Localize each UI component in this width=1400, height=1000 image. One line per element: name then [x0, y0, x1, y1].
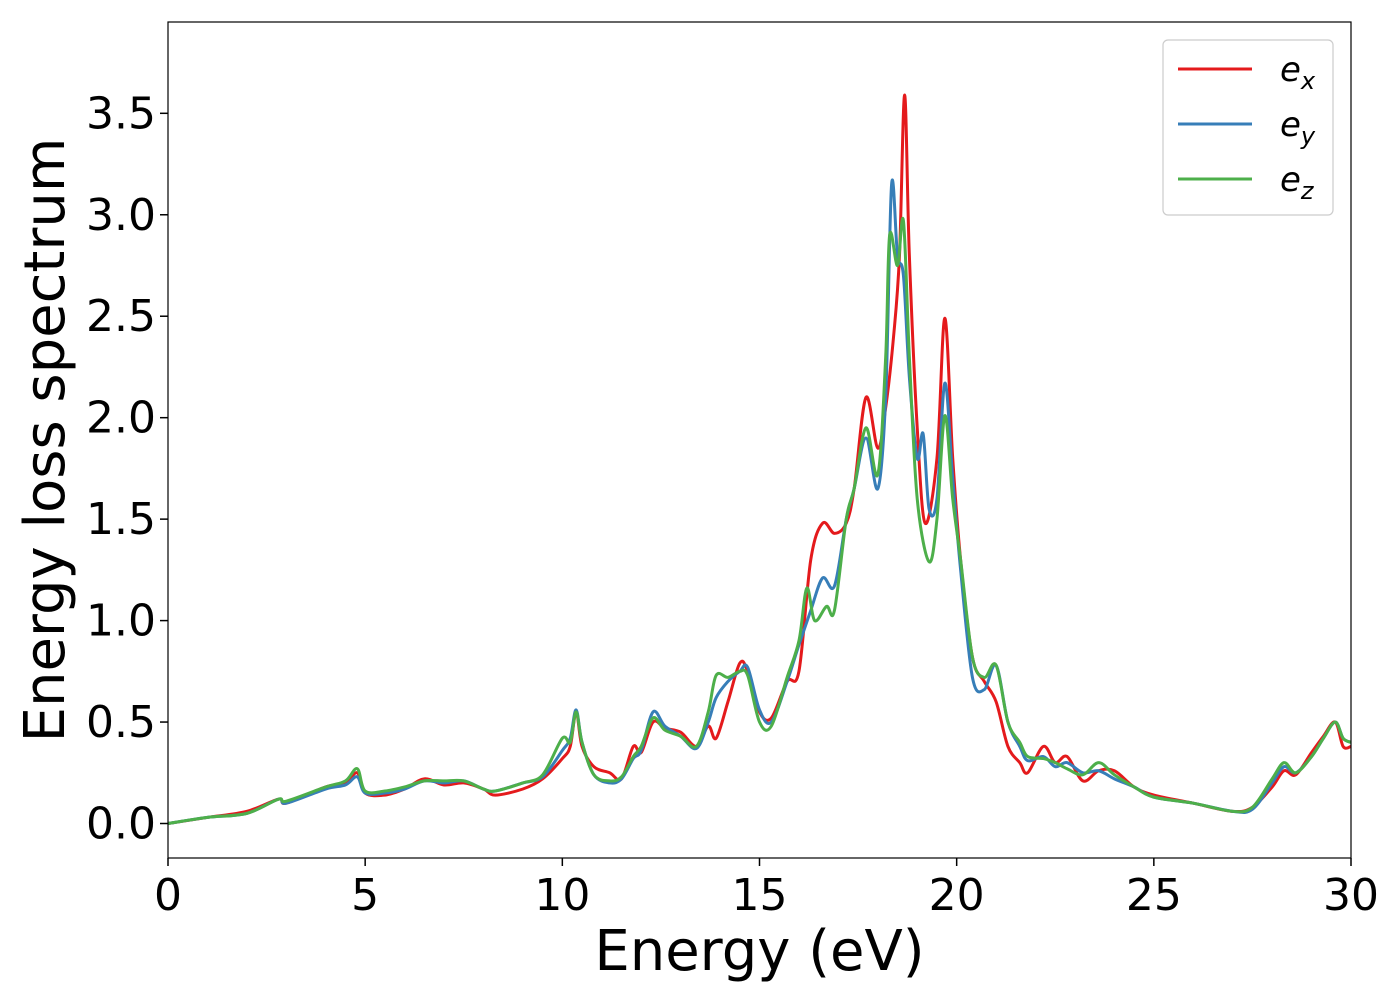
series-line-y	[168, 178, 1351, 825]
y-axis-title: Energy loss spectrum	[13, 138, 78, 743]
y-tick-label: 3.5	[86, 88, 156, 139]
y-tick-label: 2.5	[86, 291, 156, 342]
legend-label-x: ex	[1280, 50, 1316, 95]
x-axis: 0 5 10 15 20 25 30	[154, 858, 1379, 921]
y-tick-label: 0.0	[86, 799, 156, 850]
x-tick-label: 30	[1323, 870, 1379, 921]
x-axis-title: Energy (eV)	[594, 919, 924, 984]
legend-label-base: e	[1280, 105, 1301, 145]
series-line-z	[168, 216, 1351, 825]
y-tick-label: 1.5	[86, 494, 156, 545]
y-tick-label: 2.0	[86, 393, 156, 444]
legend-box	[1162, 39, 1334, 216]
x-tick-label: 10	[534, 870, 590, 921]
x-tick-label: 5	[351, 870, 379, 921]
legend-label-sub: y	[1300, 122, 1316, 150]
legend-label-z: ez	[1280, 160, 1315, 205]
x-tick-label: 25	[1126, 870, 1182, 921]
y-tick-label: 1.0	[86, 596, 156, 647]
series-layer	[168, 93, 1351, 825]
legend-label-base: e	[1280, 50, 1301, 90]
y-tick-label: 3.0	[86, 190, 156, 241]
legend-label-sub: z	[1300, 177, 1315, 205]
legend-label-y: ey	[1280, 105, 1316, 150]
x-tick-label: 0	[154, 870, 182, 921]
legend-label-base: e	[1280, 160, 1301, 200]
legend-label-sub: x	[1300, 67, 1316, 95]
x-tick-label: 15	[732, 870, 788, 921]
y-axis: 0.0 0.5 1.0 1.5 2.0 2.5 3.0 3.5	[86, 88, 168, 850]
x-tick-label: 20	[929, 870, 985, 921]
y-tick-label: 0.5	[86, 697, 156, 748]
